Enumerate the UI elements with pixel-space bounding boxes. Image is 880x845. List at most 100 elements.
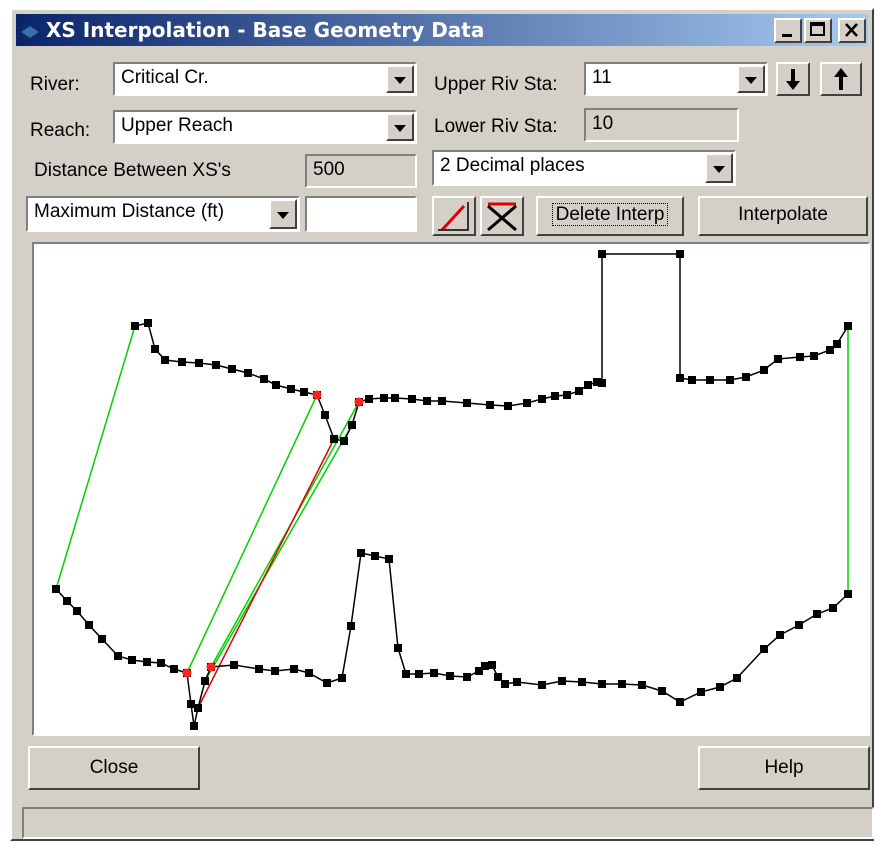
dialog: XS Interpolation - Base Geometry Data Ri… [10, 8, 874, 841]
distance-input[interactable] [305, 196, 417, 232]
xs-point [513, 678, 521, 686]
interpolate-button[interactable]: Interpolate [698, 196, 868, 236]
xs-point [618, 680, 626, 688]
river-combo[interactable]: Critical Cr. [113, 62, 417, 96]
xs-point [128, 656, 136, 664]
xs-point [391, 394, 399, 402]
xs-point [676, 374, 684, 382]
xs-point [271, 667, 279, 675]
minimize-button[interactable] [774, 18, 802, 43]
reach-combo[interactable]: Upper Reach [113, 110, 417, 144]
delete-line-button[interactable] [480, 196, 524, 236]
interp-point [312, 390, 322, 400]
xs-point [558, 677, 566, 685]
xs-point [194, 704, 202, 712]
help-button[interactable]: Help [698, 746, 870, 790]
dropdown-button[interactable] [386, 113, 414, 141]
xs-point [161, 356, 169, 364]
xs-point [347, 622, 355, 630]
xs-point [688, 376, 696, 384]
xs-point [826, 346, 834, 354]
title: XS Interpolation - Base Geometry Data [46, 18, 485, 42]
xs-point [716, 683, 724, 691]
xs-point [371, 552, 379, 560]
xs-point [598, 250, 606, 258]
xs-point [598, 680, 606, 688]
xs-point [114, 652, 122, 660]
plot-area[interactable] [32, 242, 870, 736]
xs-point [697, 688, 705, 696]
dropdown-button[interactable] [737, 65, 765, 93]
xs-point [402, 670, 410, 678]
interp-line [186, 394, 318, 674]
xs-point [593, 378, 601, 386]
xs-point [733, 674, 741, 682]
xs-point [551, 392, 559, 400]
method-value: Maximum Distance (ft) [34, 201, 225, 222]
xs-point [380, 394, 388, 402]
xs-point [563, 391, 571, 399]
xs-point [244, 369, 252, 377]
reach-value: Upper Reach [121, 115, 233, 136]
xs-point [170, 665, 178, 673]
interp-point [206, 662, 216, 672]
upper-combo[interactable]: 11 [584, 62, 768, 96]
dropdown-button[interactable] [386, 65, 414, 93]
interp-line [204, 424, 353, 682]
xs-point [415, 670, 423, 678]
xs-point [338, 674, 346, 682]
xs-point [305, 669, 313, 677]
down-button[interactable] [776, 62, 810, 96]
xs-point [706, 376, 714, 384]
xs-point [321, 411, 329, 419]
xs-point [190, 722, 198, 730]
up-button[interactable] [820, 62, 862, 96]
interp-point [182, 668, 192, 678]
interp-point [354, 397, 364, 407]
xs-point [290, 665, 298, 673]
xs-point [638, 681, 646, 689]
cross-section [55, 552, 849, 727]
xs-point [760, 366, 768, 374]
xs-point [385, 555, 393, 563]
decimals-combo[interactable]: 2 Decimal places [432, 150, 736, 186]
delete-interp-label: Delete Interp [551, 203, 669, 226]
interpolate-label: Interpolate [738, 204, 828, 225]
xs-point [157, 659, 165, 667]
xs-point [501, 680, 509, 688]
xs-point [63, 597, 71, 605]
xs-point [348, 421, 356, 429]
close-button[interactable]: Close [28, 746, 200, 790]
xs-point [73, 607, 81, 615]
xs-point [178, 358, 186, 366]
xs-point [85, 621, 93, 629]
maximize-button[interactable] [804, 18, 832, 43]
xs-point [488, 661, 496, 669]
xs-point [776, 631, 784, 639]
dropdown-button[interactable] [269, 199, 297, 229]
xs-point [230, 661, 238, 669]
distance-label: Distance Between XS's [34, 160, 231, 181]
app-icon [21, 26, 39, 38]
reach-label: Reach: [30, 120, 91, 141]
delete-interp-button[interactable]: Delete Interp [536, 196, 684, 236]
lower-label: Lower Riv Sta: [434, 116, 558, 137]
xs-plot [52, 250, 852, 730]
draw-line-button[interactable] [432, 196, 476, 236]
dropdown-button[interactable] [705, 153, 733, 183]
xs-point [774, 355, 782, 363]
xs-point [365, 395, 373, 403]
xs-point [676, 698, 684, 706]
xs-point [494, 673, 502, 681]
xs-point [481, 662, 489, 670]
xs-point [742, 373, 750, 381]
close-window-button[interactable] [838, 18, 866, 43]
upper-value: 11 [592, 67, 612, 88]
xs-point [255, 665, 263, 673]
xs-point [475, 667, 483, 675]
xs-point [538, 395, 546, 403]
xs-point [228, 365, 236, 373]
xs-point [578, 678, 586, 686]
distance-field: 500 [305, 154, 417, 188]
method-combo[interactable]: Maximum Distance (ft) [26, 196, 300, 232]
